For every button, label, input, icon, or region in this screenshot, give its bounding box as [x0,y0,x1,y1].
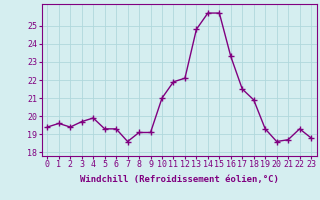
X-axis label: Windchill (Refroidissement éolien,°C): Windchill (Refroidissement éolien,°C) [80,175,279,184]
